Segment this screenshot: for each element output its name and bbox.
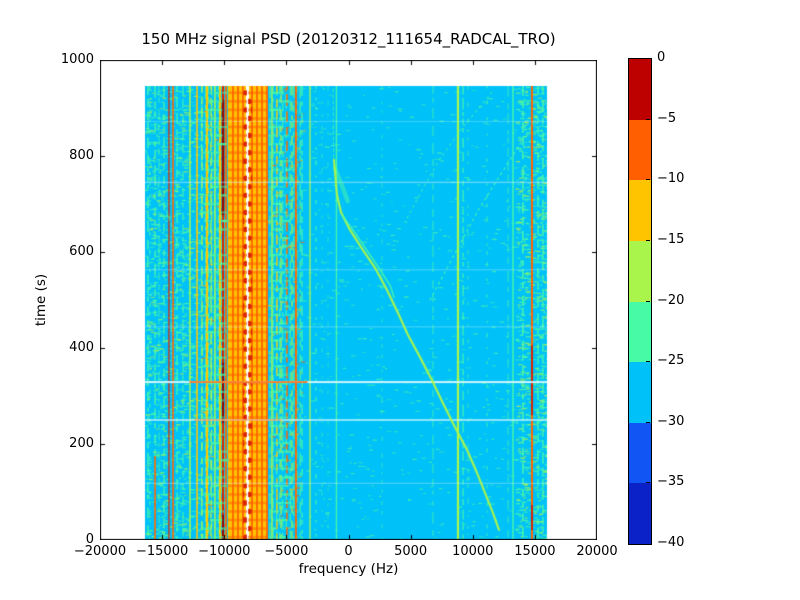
x-axis-label: frequency (Hz) [298, 561, 399, 577]
x-tick-label: 0 [344, 544, 353, 559]
x-tick-label: −5000 [264, 544, 309, 559]
colorbar-tick-label: −40 [657, 535, 685, 550]
colorbar-segment [629, 119, 651, 181]
colorbar-segment [629, 180, 651, 241]
colorbar-boundary-tick [646, 179, 650, 181]
colorbar-tick-label: 0 [657, 50, 666, 65]
colorbar-tick-label: −5 [657, 110, 677, 126]
colorbar-boundary-tick [646, 239, 650, 241]
colorbar-boundary-tick [646, 118, 650, 120]
x-tick-label: 5000 [394, 544, 428, 559]
colorbar-segment [629, 362, 651, 423]
y-tick-label: 800 [69, 148, 94, 163]
colorbar-tick-label: −35 [657, 474, 685, 490]
colorbar-segment [629, 301, 651, 363]
colorbar-boundary-tick [646, 421, 650, 423]
colorbar-segment [629, 483, 651, 544]
y-tick-label: 600 [69, 244, 94, 259]
x-tick-label: −15000 [136, 544, 189, 559]
spectrogram-canvas [100, 60, 597, 540]
colorbar-tick-label: −30 [657, 413, 685, 429]
x-tick-label: −10000 [198, 544, 251, 559]
colorbar-boundary-tick [646, 482, 650, 484]
y-axis-label: time (s) [33, 273, 49, 327]
colorbar-boundary-tick [646, 361, 650, 363]
x-tick-label: 15000 [514, 544, 556, 559]
x-tick-label: 10000 [452, 544, 494, 559]
x-tick-label: −20000 [73, 544, 127, 559]
x-tick-label: 20000 [576, 544, 618, 559]
colorbar-tick-label: −15 [657, 231, 685, 247]
colorbar-segment [629, 240, 651, 302]
y-tick-label: 400 [69, 340, 94, 355]
y-tick-label: 1000 [60, 52, 94, 67]
colorbar-boundary-tick [646, 300, 650, 302]
y-tick-label: 200 [69, 436, 94, 451]
colorbar-segment [629, 422, 651, 484]
colorbar-tick-label: −10 [657, 171, 685, 187]
colorbar-segment [629, 59, 651, 120]
y-tick-label: 0 [85, 532, 94, 547]
colorbar [628, 58, 652, 545]
plot-title: 150 MHz signal PSD (20120312_111654_RADC… [141, 30, 556, 48]
colorbar-tick-label: −25 [657, 353, 685, 369]
colorbar-tick-label: −20 [657, 292, 685, 308]
